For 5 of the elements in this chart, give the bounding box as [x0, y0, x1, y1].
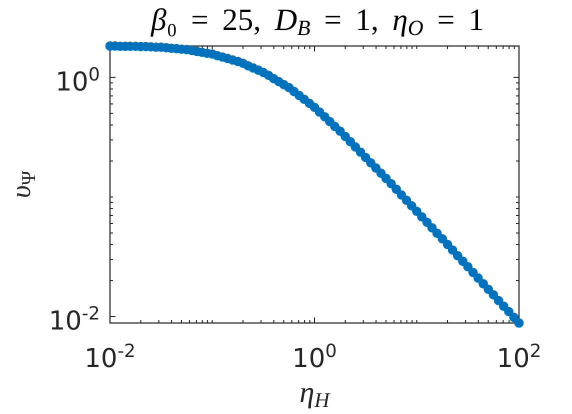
x-tick-label: 10$^{0}$ — [292, 340, 337, 374]
x-tick-label: 10$^{2}$ — [496, 340, 542, 374]
chart-title: β₀ = 25, D$_{B}$ = 1, η$_{O}$ = 1 — [150, 2, 484, 40]
x-tick-label: 10$^{-2}$ — [84, 340, 136, 374]
x-axis-title: η$_{H}$ — [299, 376, 332, 412]
